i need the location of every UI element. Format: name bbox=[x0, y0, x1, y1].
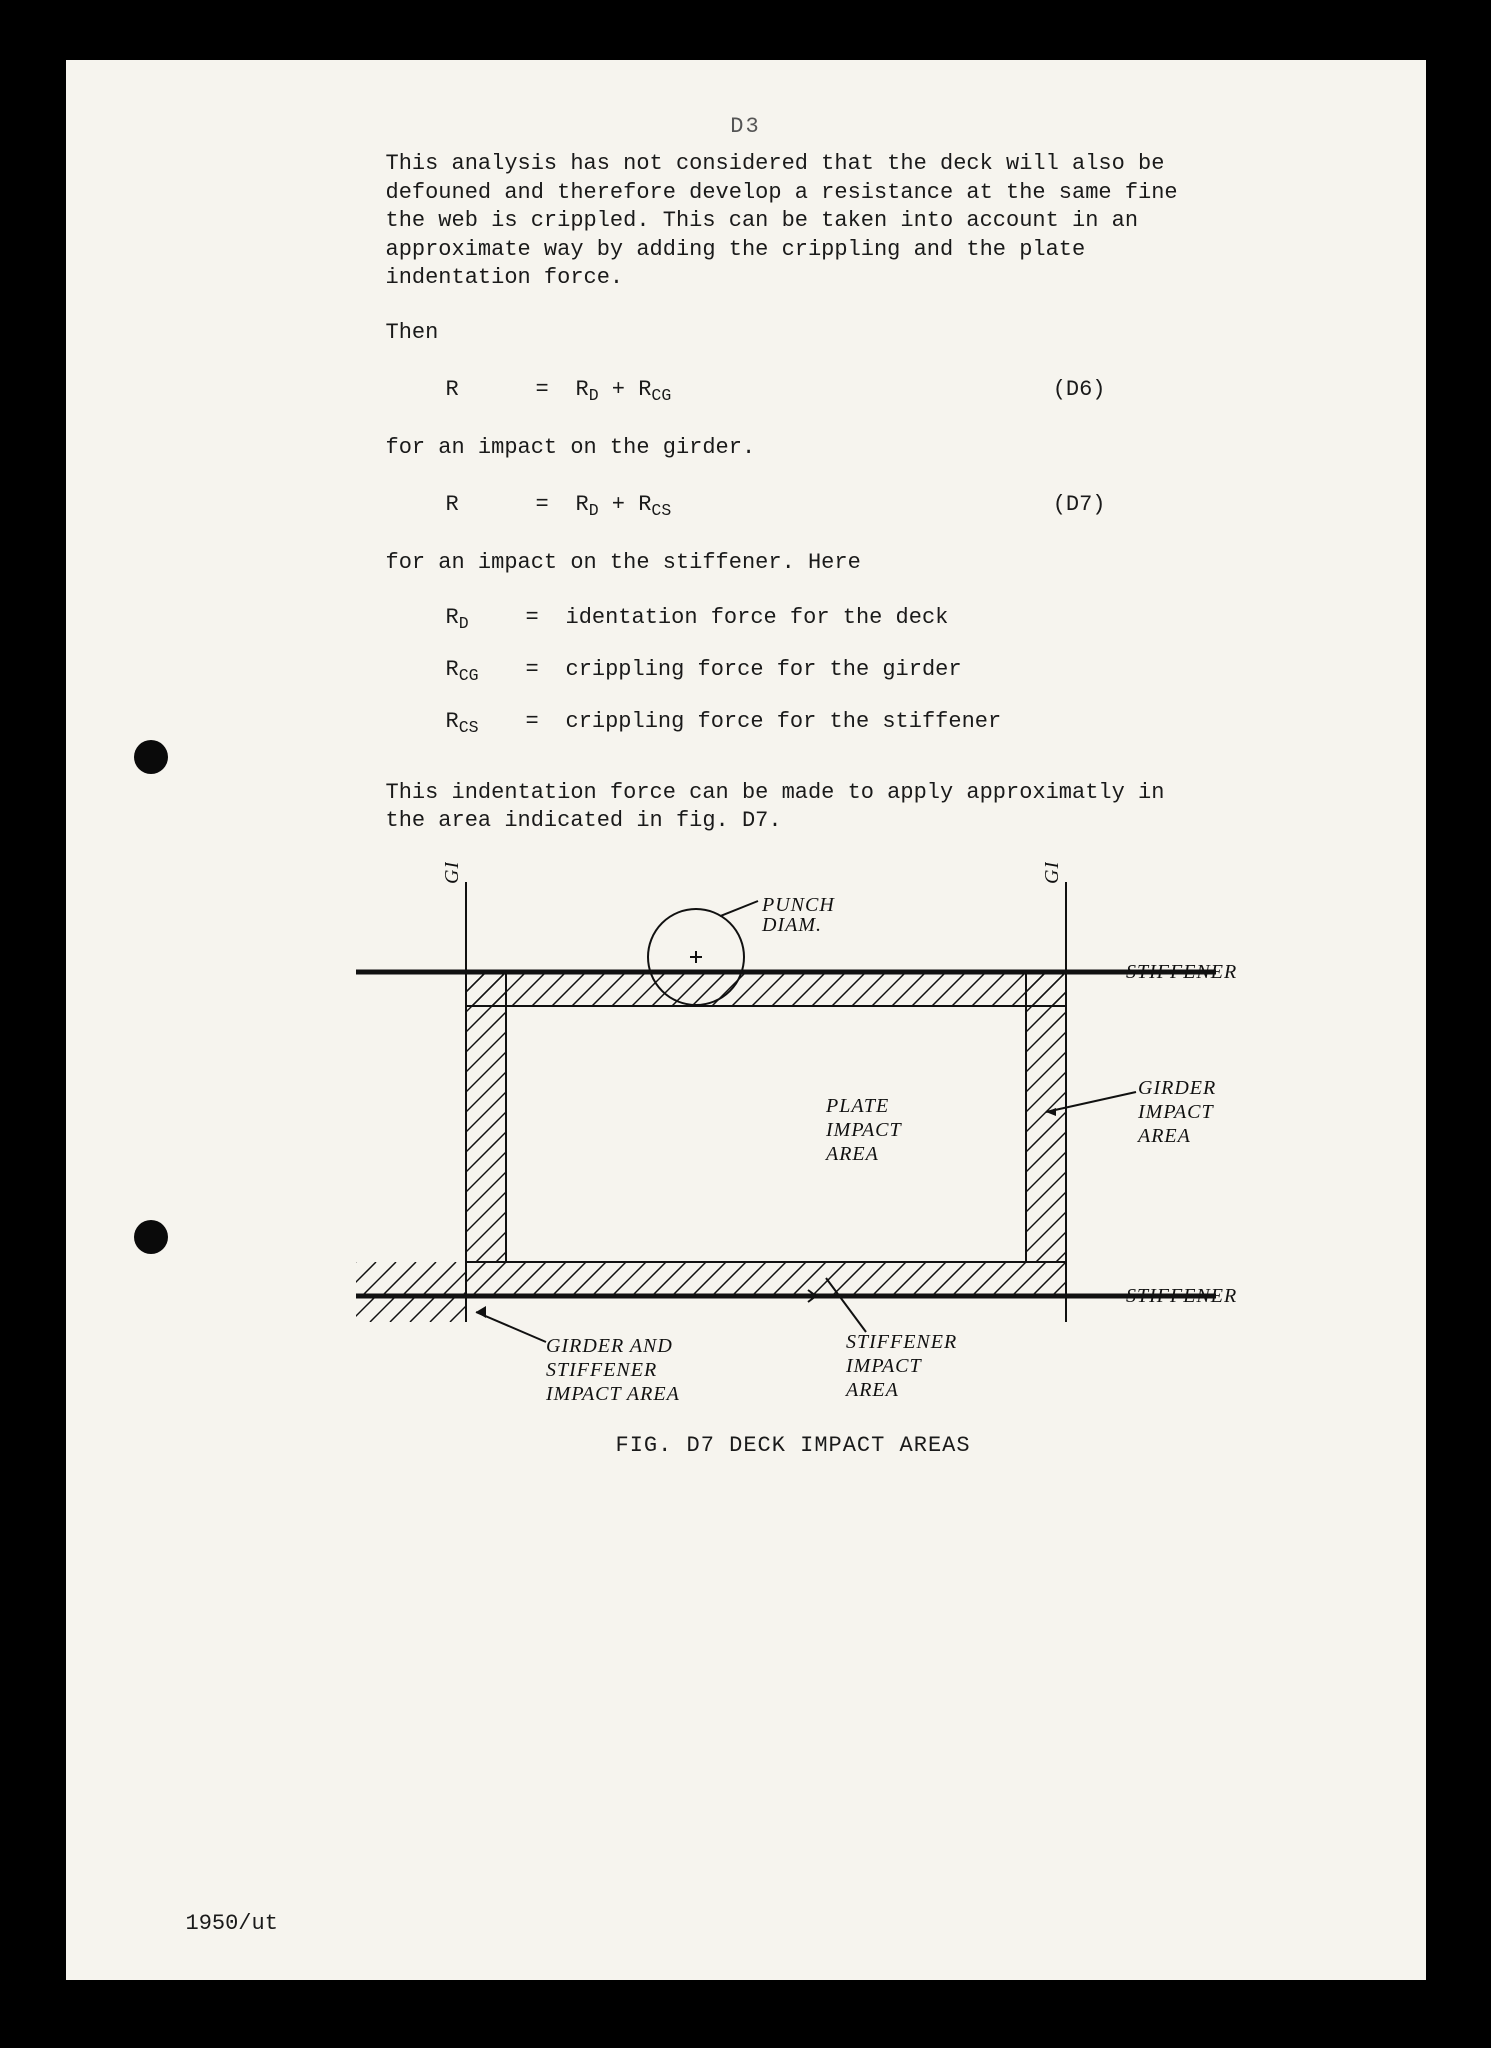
eq-equals: = bbox=[536, 376, 576, 405]
punch-hole-top bbox=[134, 740, 168, 774]
equation-d7: R = RD + RCS (D7) bbox=[446, 491, 1186, 521]
svg-text:STIFFENER: STIFFENER bbox=[546, 1359, 657, 1381]
equation-d6: R = RD + RCG (D6) bbox=[446, 376, 1186, 406]
svg-text:IMPACT: IMPACT bbox=[825, 1119, 903, 1141]
eq-rhs: RD + RCS bbox=[576, 491, 672, 521]
stiffener-line: for an impact on the stiffener. Here bbox=[386, 549, 1186, 578]
svg-text:IMPACT: IMPACT bbox=[1137, 1101, 1215, 1123]
svg-text:GIRDER: GIRDER bbox=[1138, 1077, 1216, 1099]
definition-rcg: RCG = crippling force for the girder bbox=[446, 656, 1186, 686]
svg-text:GIRDER: GIRDER bbox=[441, 862, 463, 884]
svg-text:STIFFENER: STIFFENER bbox=[1126, 1285, 1237, 1307]
definition-text: identation force for the deck bbox=[566, 604, 949, 633]
svg-text:GIRDER: GIRDER bbox=[1041, 862, 1063, 884]
eq-rhs: RD + RCG bbox=[576, 376, 672, 406]
svg-text:GIRDER AND: GIRDER AND bbox=[546, 1335, 673, 1357]
svg-text:PLATE: PLATE bbox=[825, 1095, 889, 1117]
document-page: D3 This analysis has not considered that… bbox=[66, 60, 1426, 1980]
eq-number: (D6) bbox=[1053, 376, 1106, 405]
svg-text:STIFFENER: STIFFENER bbox=[1126, 961, 1237, 983]
figure-d7: GIRDER GIRDER PUNCHDIAM. STIFFENER STIFFENER… bbox=[346, 862, 1246, 1422]
eq-lhs: R bbox=[446, 491, 536, 520]
page-number: D3 bbox=[730, 114, 760, 139]
svg-text:PUNCH: PUNCH bbox=[761, 894, 835, 916]
definition-text: crippling force for the girder bbox=[566, 656, 962, 685]
svg-text:IMPACT: IMPACT bbox=[845, 1355, 923, 1377]
definition-rcs: RCS = crippling force for the stiffener bbox=[446, 708, 1186, 738]
body-text: This analysis has not considered that th… bbox=[386, 150, 1186, 1460]
deck-impact-diagram: GIRDER GIRDER PUNCHDIAM. STIFFENER STIFFENER… bbox=[346, 862, 1246, 1422]
figure-caption: FIG. D7 DECK IMPACT AREAS bbox=[616, 1432, 1186, 1461]
eq-number: (D7) bbox=[1053, 491, 1106, 520]
definition-rd: RD = identation force for the deck bbox=[446, 604, 1186, 634]
apply-paragraph: This indentation force can be made to ap… bbox=[386, 779, 1186, 836]
definition-text: crippling force for the stiffener bbox=[566, 708, 1002, 737]
svg-text:AREA: AREA bbox=[824, 1143, 879, 1165]
svg-text:STIFFENER: STIFFENER bbox=[846, 1331, 957, 1353]
girder-line: for an impact on the girder. bbox=[386, 434, 1186, 463]
footer-code: 1950/ut bbox=[186, 1911, 278, 1936]
punch-hole-bottom bbox=[134, 1220, 168, 1254]
svg-text:DIAM.: DIAM. bbox=[761, 914, 822, 936]
svg-text:AREA: AREA bbox=[1136, 1125, 1191, 1147]
intro-paragraph: This analysis has not considered that th… bbox=[386, 150, 1186, 293]
svg-text:AREA: AREA bbox=[844, 1379, 899, 1401]
svg-text:IMPACT AREA: IMPACT AREA bbox=[545, 1383, 680, 1405]
then-word: Then bbox=[386, 319, 1186, 348]
eq-lhs: R bbox=[446, 376, 536, 405]
eq-equals: = bbox=[536, 491, 576, 520]
